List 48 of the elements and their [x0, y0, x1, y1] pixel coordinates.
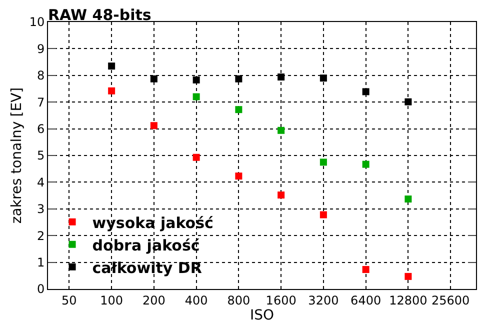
point	[278, 74, 285, 80]
y-tick-label: 5	[36, 148, 45, 163]
point	[404, 98, 412, 106]
point	[108, 87, 116, 94]
y-tick-label: 6	[36, 122, 45, 136]
x-axis-title: ISO	[250, 307, 274, 324]
y-tick-label: 7	[36, 95, 45, 110]
y-tick-label: 9	[36, 42, 45, 56]
y-axis-title: zakres tonalny [EV]	[8, 87, 25, 224]
point	[150, 75, 158, 82]
point	[404, 272, 412, 280]
point	[192, 154, 200, 161]
x-tick-label: 3200	[308, 293, 339, 308]
point	[278, 126, 285, 134]
point	[320, 158, 327, 166]
point	[362, 266, 370, 274]
x-tick-label: 800	[227, 293, 250, 308]
x-tick-label: 25600	[431, 293, 470, 308]
point	[235, 172, 242, 180]
y-tick-label: 1	[36, 256, 45, 270]
point	[235, 106, 242, 114]
point	[320, 211, 327, 218]
point	[362, 88, 370, 96]
point	[404, 196, 412, 203]
point	[235, 75, 242, 82]
y-tick-label: 4	[36, 175, 45, 190]
x-tick-label: 100	[100, 293, 124, 308]
legend-label: wysoka jakość	[92, 214, 214, 232]
x-tick-label: 6400	[350, 293, 382, 308]
y-tick-label: 0	[36, 282, 45, 296]
y-tick-label: 2	[36, 228, 45, 243]
y-tick-label: 8	[36, 68, 45, 83]
chart-title: RAW 48-bits	[48, 6, 152, 24]
legend-label: dobra jakość	[92, 236, 200, 254]
y-tick-label: 3	[36, 202, 45, 216]
point	[320, 74, 327, 82]
x-tick-label: 400	[184, 293, 208, 308]
x-tick-label: 12800	[389, 293, 428, 308]
point	[192, 76, 200, 84]
point	[362, 160, 370, 168]
point	[278, 192, 285, 199]
point	[150, 122, 158, 130]
point	[192, 93, 200, 100]
y-tick-label: 10	[29, 15, 45, 30]
x-tick-label: 200	[142, 293, 166, 308]
x-tick-label: 50	[62, 293, 77, 308]
x-tick-label: 1600	[266, 293, 296, 308]
point	[108, 62, 116, 70]
